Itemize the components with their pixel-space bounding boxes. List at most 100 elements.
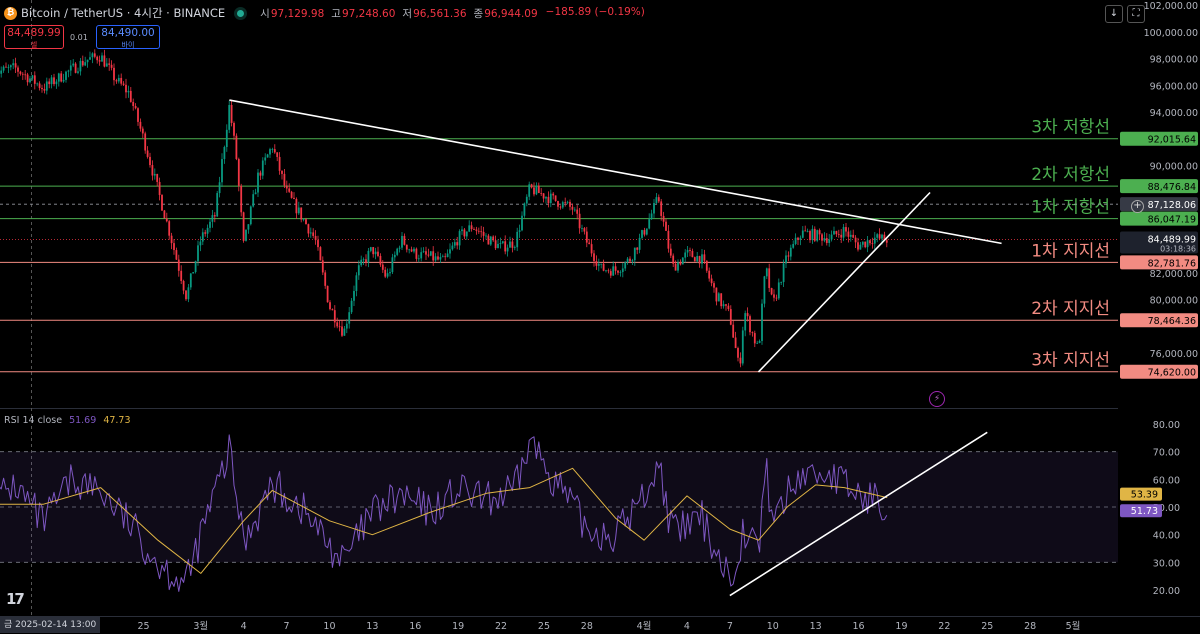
candle-body — [744, 313, 747, 331]
candle-body — [245, 229, 247, 241]
candle-body — [876, 234, 879, 238]
fullscreen-icon[interactable]: ⛶ — [1127, 5, 1145, 23]
candle-body — [353, 290, 355, 301]
rsi-band — [0, 451, 1118, 563]
candle-body — [806, 231, 809, 232]
download-icon[interactable]: ↓ — [1105, 5, 1123, 23]
lightning-icon[interactable]: ⚡ — [929, 391, 945, 407]
rsi-value-tag — [1120, 504, 1162, 518]
buy-price: 84,490.00 — [101, 27, 155, 39]
sell-button[interactable]: 84,489.99 셀 — [4, 25, 64, 49]
current-price-label: 84,489.99 — [1148, 235, 1196, 246]
candle-body — [811, 228, 814, 241]
candle-body — [617, 270, 619, 273]
candle-body — [677, 262, 679, 271]
sell-label: 셀 — [30, 41, 38, 49]
candle-body — [878, 234, 881, 239]
candle-body — [612, 266, 615, 276]
candle-body — [547, 196, 550, 204]
candle-body — [494, 240, 497, 249]
candle-body — [511, 241, 514, 248]
candle-body — [588, 242, 591, 245]
candle-body — [199, 241, 202, 246]
time-tick-label: 19 — [452, 621, 464, 632]
candle-body — [655, 197, 658, 204]
candle-body — [122, 83, 125, 85]
time-tick-label: 5월 — [1066, 620, 1081, 632]
rsi-legend[interactable]: RSI 14 close 51.69 47.73 — [4, 415, 131, 426]
tradingview-logo[interactable]: 17 — [6, 590, 25, 608]
candle-body — [681, 257, 684, 265]
candle-body — [429, 251, 432, 256]
rsi-value-label: 51.73 — [1131, 506, 1158, 517]
candle-body — [132, 101, 135, 106]
candle-body — [542, 193, 545, 199]
candle-body — [156, 173, 159, 182]
candle-body — [609, 271, 612, 276]
time-tick-label: 10 — [323, 621, 335, 632]
candle-body — [497, 243, 499, 249]
candle-body — [338, 326, 341, 328]
candle-body — [33, 75, 36, 84]
candle-body — [276, 152, 279, 157]
candle-body — [324, 272, 327, 286]
plus-icon[interactable]: + — [1131, 200, 1144, 213]
candle-body — [578, 213, 581, 229]
candle-body — [624, 262, 627, 269]
level-label: 2차 저항선 — [1031, 165, 1110, 185]
time-tick-label: 28 — [1024, 621, 1036, 632]
candle-body — [530, 184, 533, 188]
buy-button[interactable]: 84,490.00 바이 — [96, 25, 160, 49]
rsi-line — [0, 434, 888, 592]
candle-body — [254, 192, 257, 195]
candle-body — [849, 234, 852, 237]
level-label: 3차 저항선 — [1031, 118, 1110, 138]
candle-body — [480, 231, 483, 233]
candle-body — [45, 81, 48, 91]
candle-body — [177, 259, 180, 271]
candle-body — [689, 249, 691, 251]
candle-body — [489, 236, 492, 245]
candle-body — [482, 231, 485, 236]
candle-body — [653, 203, 655, 214]
candle-body — [98, 60, 101, 62]
candle-body — [732, 324, 735, 338]
symbol-title[interactable]: Bitcoin / TetherUS · 4시간 · BINANCE — [21, 6, 226, 20]
candle-body — [329, 302, 331, 310]
candle-body — [355, 275, 358, 291]
level-price-tag — [1120, 211, 1198, 226]
candle-body — [26, 74, 29, 83]
candle-body — [386, 273, 389, 277]
candle-body — [377, 251, 379, 256]
candle-body — [696, 256, 699, 262]
change-value: −185.89 (−0.19%) — [545, 5, 645, 18]
candle-body — [285, 185, 288, 189]
candle-body — [319, 247, 322, 261]
candle-body — [660, 201, 663, 216]
candle-body — [758, 340, 761, 343]
candle-body — [698, 256, 701, 264]
rsi-trendline — [729, 431, 988, 597]
rsi-name: RSI — [4, 415, 20, 426]
candle-body — [230, 105, 233, 123]
candle-body — [525, 196, 528, 204]
candle-body — [813, 228, 816, 241]
candle-body — [451, 245, 454, 250]
candle-body — [434, 256, 437, 261]
candle-body — [607, 270, 610, 272]
candle-body — [415, 248, 418, 259]
candle-body — [492, 236, 495, 241]
candle-body — [393, 254, 396, 258]
candle-body — [626, 258, 629, 263]
level-price-label: 74,620.00 — [1148, 368, 1196, 379]
candle-body — [828, 239, 831, 243]
current-price-tag — [1120, 231, 1198, 254]
candle-body — [648, 219, 651, 229]
candle-body — [127, 90, 130, 93]
time-cursor-label: 금 2025-02-14 13:00 — [0, 617, 101, 633]
candle-body — [713, 283, 715, 288]
candle-body — [389, 272, 391, 274]
candle-body — [881, 234, 883, 239]
